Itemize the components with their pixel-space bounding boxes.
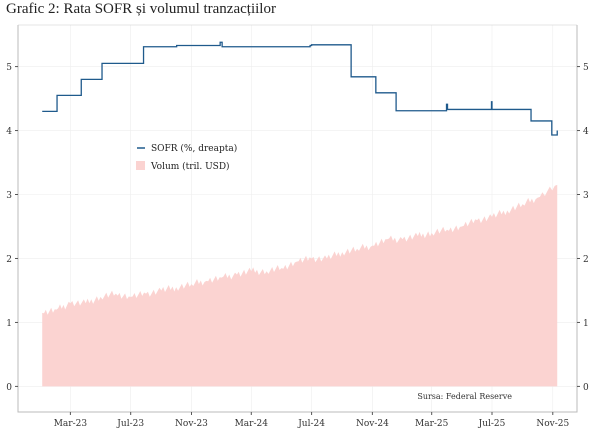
x-tick-label: Nov-25: [536, 419, 569, 429]
y-tick-label-left: 2: [6, 255, 12, 265]
x-tick-label: Jul-25: [478, 419, 506, 429]
source-note: Sursa: Federal Reserve: [417, 392, 512, 401]
y-tick-label-left: 0: [6, 383, 12, 393]
x-tick-label: Nov-23: [175, 419, 208, 429]
y-tick-label-left: 5: [6, 63, 12, 73]
axis-frame: [17, 25, 578, 413]
y-tick-label-left: 1: [6, 319, 12, 329]
y-tick-label-right: 1: [583, 319, 589, 329]
x-tick-label: Nov-24: [356, 419, 389, 429]
legend-label-sofr: SOFR (%, dreapta): [151, 143, 237, 154]
sofr-line: [42, 41, 558, 136]
volume-area: [42, 184, 558, 387]
legend-swatch-volume: [136, 161, 145, 170]
x-tick-label: Jul-23: [116, 419, 144, 429]
legend-label-volume: Volum (tril. USD): [150, 161, 230, 172]
y-tick-label-left: 3: [6, 191, 12, 201]
y-tick-label-right: 0: [583, 383, 589, 393]
x-tick-label: Mar-25: [415, 419, 449, 429]
x-tick-label: Mar-24: [235, 419, 269, 429]
y-tick-label-right: 5: [583, 63, 589, 73]
chart-title: Grafic 2: Rata SOFR și volumul tranzacți…: [6, 1, 276, 17]
y-tick-label-right: 3: [583, 191, 589, 201]
y-tick-label-right: 2: [583, 255, 589, 265]
x-tick-label: Jul-24: [297, 419, 325, 429]
x-tick-label: Mar-23: [54, 419, 88, 429]
legend: SOFR (%, dreapta) Volum (tril. USD): [136, 143, 237, 172]
y-tick-label-right: 4: [583, 127, 589, 137]
y-tick-label-left: 4: [6, 127, 12, 137]
